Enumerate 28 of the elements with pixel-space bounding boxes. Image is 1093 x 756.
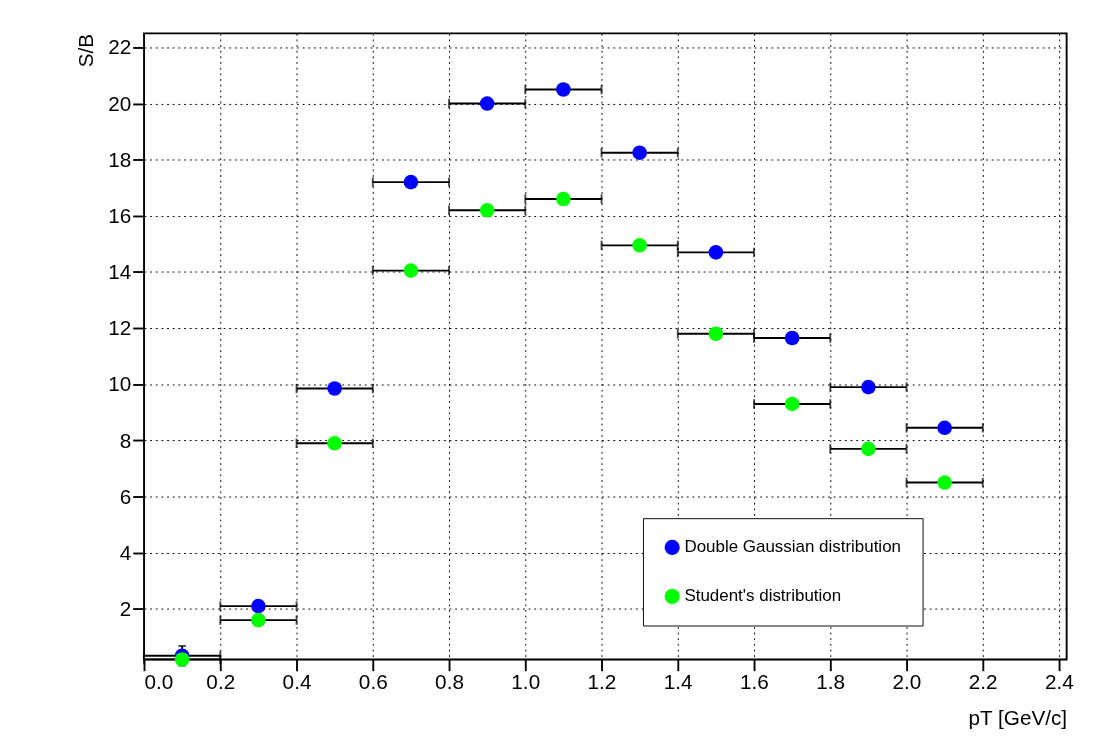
x-tick-label: 0.6 xyxy=(358,670,388,694)
y-tick-label: 2 xyxy=(119,596,132,620)
y-tick-label: 12 xyxy=(108,316,132,340)
legend-label: Double Gaussian distribution xyxy=(684,537,901,557)
x-tick-label: 1.2 xyxy=(587,670,617,694)
y-tick-label: 4 xyxy=(119,540,132,564)
legend-label: Student's distribution xyxy=(684,586,842,606)
y-tick-label: 6 xyxy=(119,484,132,508)
y-tick-label: 20 xyxy=(108,91,132,115)
x-tick-label: 2.2 xyxy=(968,670,998,694)
y-tick-label: 8 xyxy=(119,428,132,452)
x-tick-label: 2.4 xyxy=(1045,670,1074,694)
x-tick-label: 0.2 xyxy=(206,670,236,694)
x-tick-label: 0.0 xyxy=(144,670,174,694)
x-tick-label: 2.0 xyxy=(892,670,922,694)
x-tick-label: 1.8 xyxy=(816,670,846,694)
y-tick-label: 18 xyxy=(108,147,132,171)
y-tick-label: 16 xyxy=(108,203,132,227)
x-tick-label: 1.4 xyxy=(663,670,693,694)
x-tick-label: 1.6 xyxy=(740,670,769,694)
y-tick-label: 22 xyxy=(108,35,132,59)
x-axis-title: pT [GeV/c] xyxy=(968,705,1068,729)
x-tick-label: 0.4 xyxy=(282,670,312,694)
y-tick-label: 14 xyxy=(108,260,132,284)
x-tick-label: 1.0 xyxy=(511,670,541,694)
x-tick-label: 0.8 xyxy=(435,670,464,694)
y-tick-label: 10 xyxy=(108,372,132,396)
y-axis-title: S/B xyxy=(73,33,97,68)
